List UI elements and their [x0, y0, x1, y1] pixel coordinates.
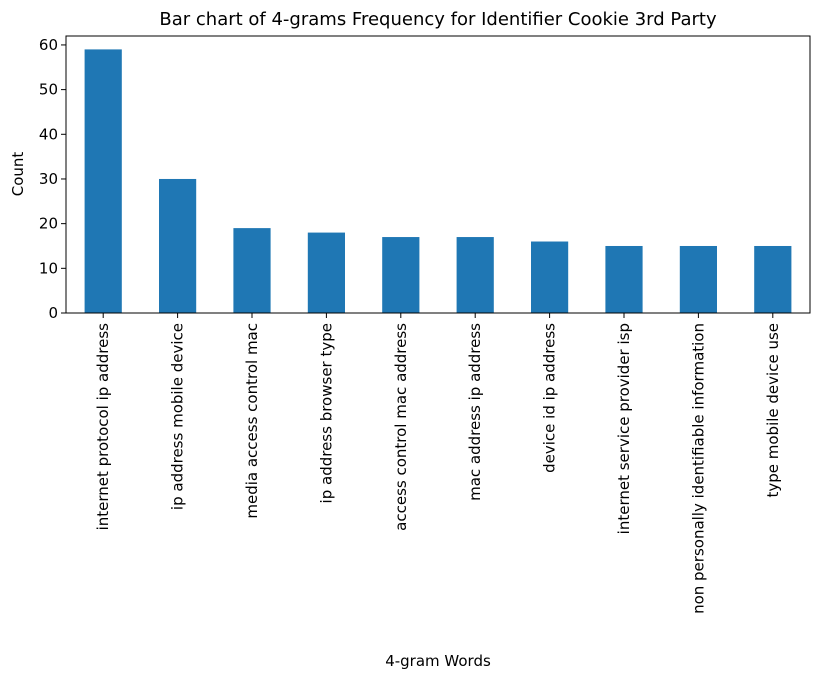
x-tick-label-1: ip address mobile device: [169, 323, 187, 510]
bar-0: [84, 49, 122, 313]
x-tick-label-2: media access control mac: [243, 323, 261, 519]
y-tick-label-2: 20: [39, 215, 58, 233]
x-tick-label-6: device id ip address: [541, 323, 559, 473]
x-tick-label-5: mac address ip address: [466, 323, 484, 501]
x-axis-ticks: internet protocol ip address ip address m…: [94, 313, 782, 614]
x-tick-label-0: internet protocol ip address: [94, 323, 112, 531]
bar-6: [531, 241, 569, 313]
bar-7: [605, 245, 643, 313]
y-tick-label-0: 0: [48, 304, 58, 322]
y-tick-label-5: 50: [39, 81, 58, 99]
bar-9: [754, 245, 792, 313]
chart-title: Bar chart of 4-grams Frequency for Ident…: [159, 9, 717, 30]
y-tick-label-1: 10: [39, 259, 58, 277]
y-axis-ticks: 0 10 20 30 40 50 60: [39, 36, 66, 322]
bar-2: [233, 228, 271, 313]
bar-8: [679, 245, 717, 313]
x-axis-label: 4-gram Words: [385, 652, 491, 670]
bars-group: [84, 49, 792, 313]
x-tick-label-3: ip address browser type: [317, 323, 335, 503]
y-axis-label: Count: [9, 152, 27, 197]
y-tick-label-4: 40: [39, 125, 58, 143]
bar-5: [456, 237, 494, 313]
x-tick-label-4: access control mac address: [392, 323, 410, 531]
y-tick-label-6: 60: [39, 36, 58, 54]
bar-1: [159, 178, 197, 313]
bar-3: [307, 232, 345, 313]
y-tick-label-3: 30: [39, 170, 58, 188]
plot-frame: [65, 35, 811, 314]
bar-4: [382, 237, 420, 313]
x-tick-label-8: non personally identifiable information: [689, 323, 707, 614]
x-tick-label-7: internet service provider isp: [615, 323, 633, 534]
x-tick-label-9: type mobile device use: [764, 323, 782, 498]
